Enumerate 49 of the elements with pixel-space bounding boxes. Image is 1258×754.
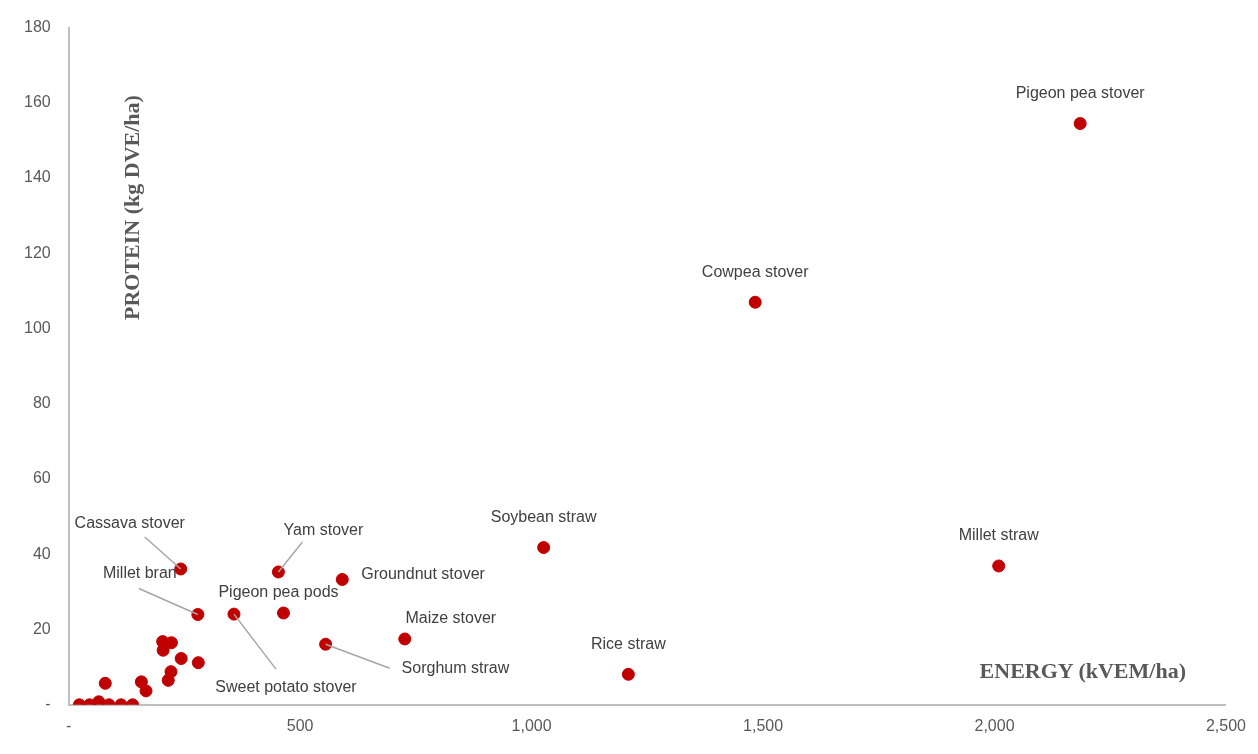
annotation: Pigeon pea pods [218, 583, 339, 601]
point [174, 652, 188, 666]
point [748, 295, 762, 309]
point [92, 695, 106, 705]
y-tick-label: 140 [23, 168, 51, 186]
point [191, 656, 205, 670]
x-tick-label: 1,000 [511, 716, 552, 734]
y-tick-label: 20 [32, 619, 51, 637]
annotation: Cowpea stover [701, 262, 810, 280]
point [621, 667, 635, 681]
point [161, 673, 175, 687]
y-tick-label: - [45, 695, 51, 713]
point [1073, 117, 1087, 131]
y-tick-label: 160 [23, 93, 51, 111]
y-tick-label: 60 [32, 469, 51, 487]
point [139, 684, 153, 698]
y-tick-label: 120 [23, 243, 51, 261]
x-tick-label: 500 [286, 716, 314, 734]
annotation: Soybean straw [490, 507, 597, 525]
point [191, 608, 205, 622]
y-tick-label: 180 [23, 18, 51, 36]
annotation: Sweet potato stover [215, 677, 358, 695]
annotation: Sorghum straw [401, 658, 510, 676]
y-tick-label: 80 [32, 394, 51, 412]
annotation: Millet bran [102, 563, 177, 581]
y-tick-label: 100 [23, 318, 51, 336]
annotation: Pigeon pea stover [1015, 83, 1146, 101]
x-tick-label: 2,000 [974, 716, 1015, 734]
point [276, 606, 290, 620]
point [271, 565, 285, 579]
x-tick-label: - [66, 716, 72, 734]
point [335, 573, 349, 587]
annotation: Groundnut stover [361, 564, 486, 582]
y-axis-title: PROTEIN (kg DVE/ha) [119, 95, 145, 321]
annotation: Millet straw [958, 526, 1040, 544]
point [398, 632, 412, 646]
y-tick-label: 40 [32, 544, 51, 562]
annotation: Cassava stover [74, 514, 186, 532]
point [319, 637, 333, 651]
x-tick-label: 2,500 [1205, 716, 1247, 734]
annotation: Maize stover [405, 609, 497, 627]
point [537, 541, 551, 555]
x-tick-label: 1,500 [743, 716, 784, 734]
x-axis-title: ENERGY (kVEM/ha) [979, 658, 1186, 684]
annotation: Yam stover [283, 521, 364, 539]
point [992, 559, 1006, 573]
point [98, 676, 112, 690]
annotation: Rice straw [591, 634, 667, 652]
point [227, 607, 241, 621]
